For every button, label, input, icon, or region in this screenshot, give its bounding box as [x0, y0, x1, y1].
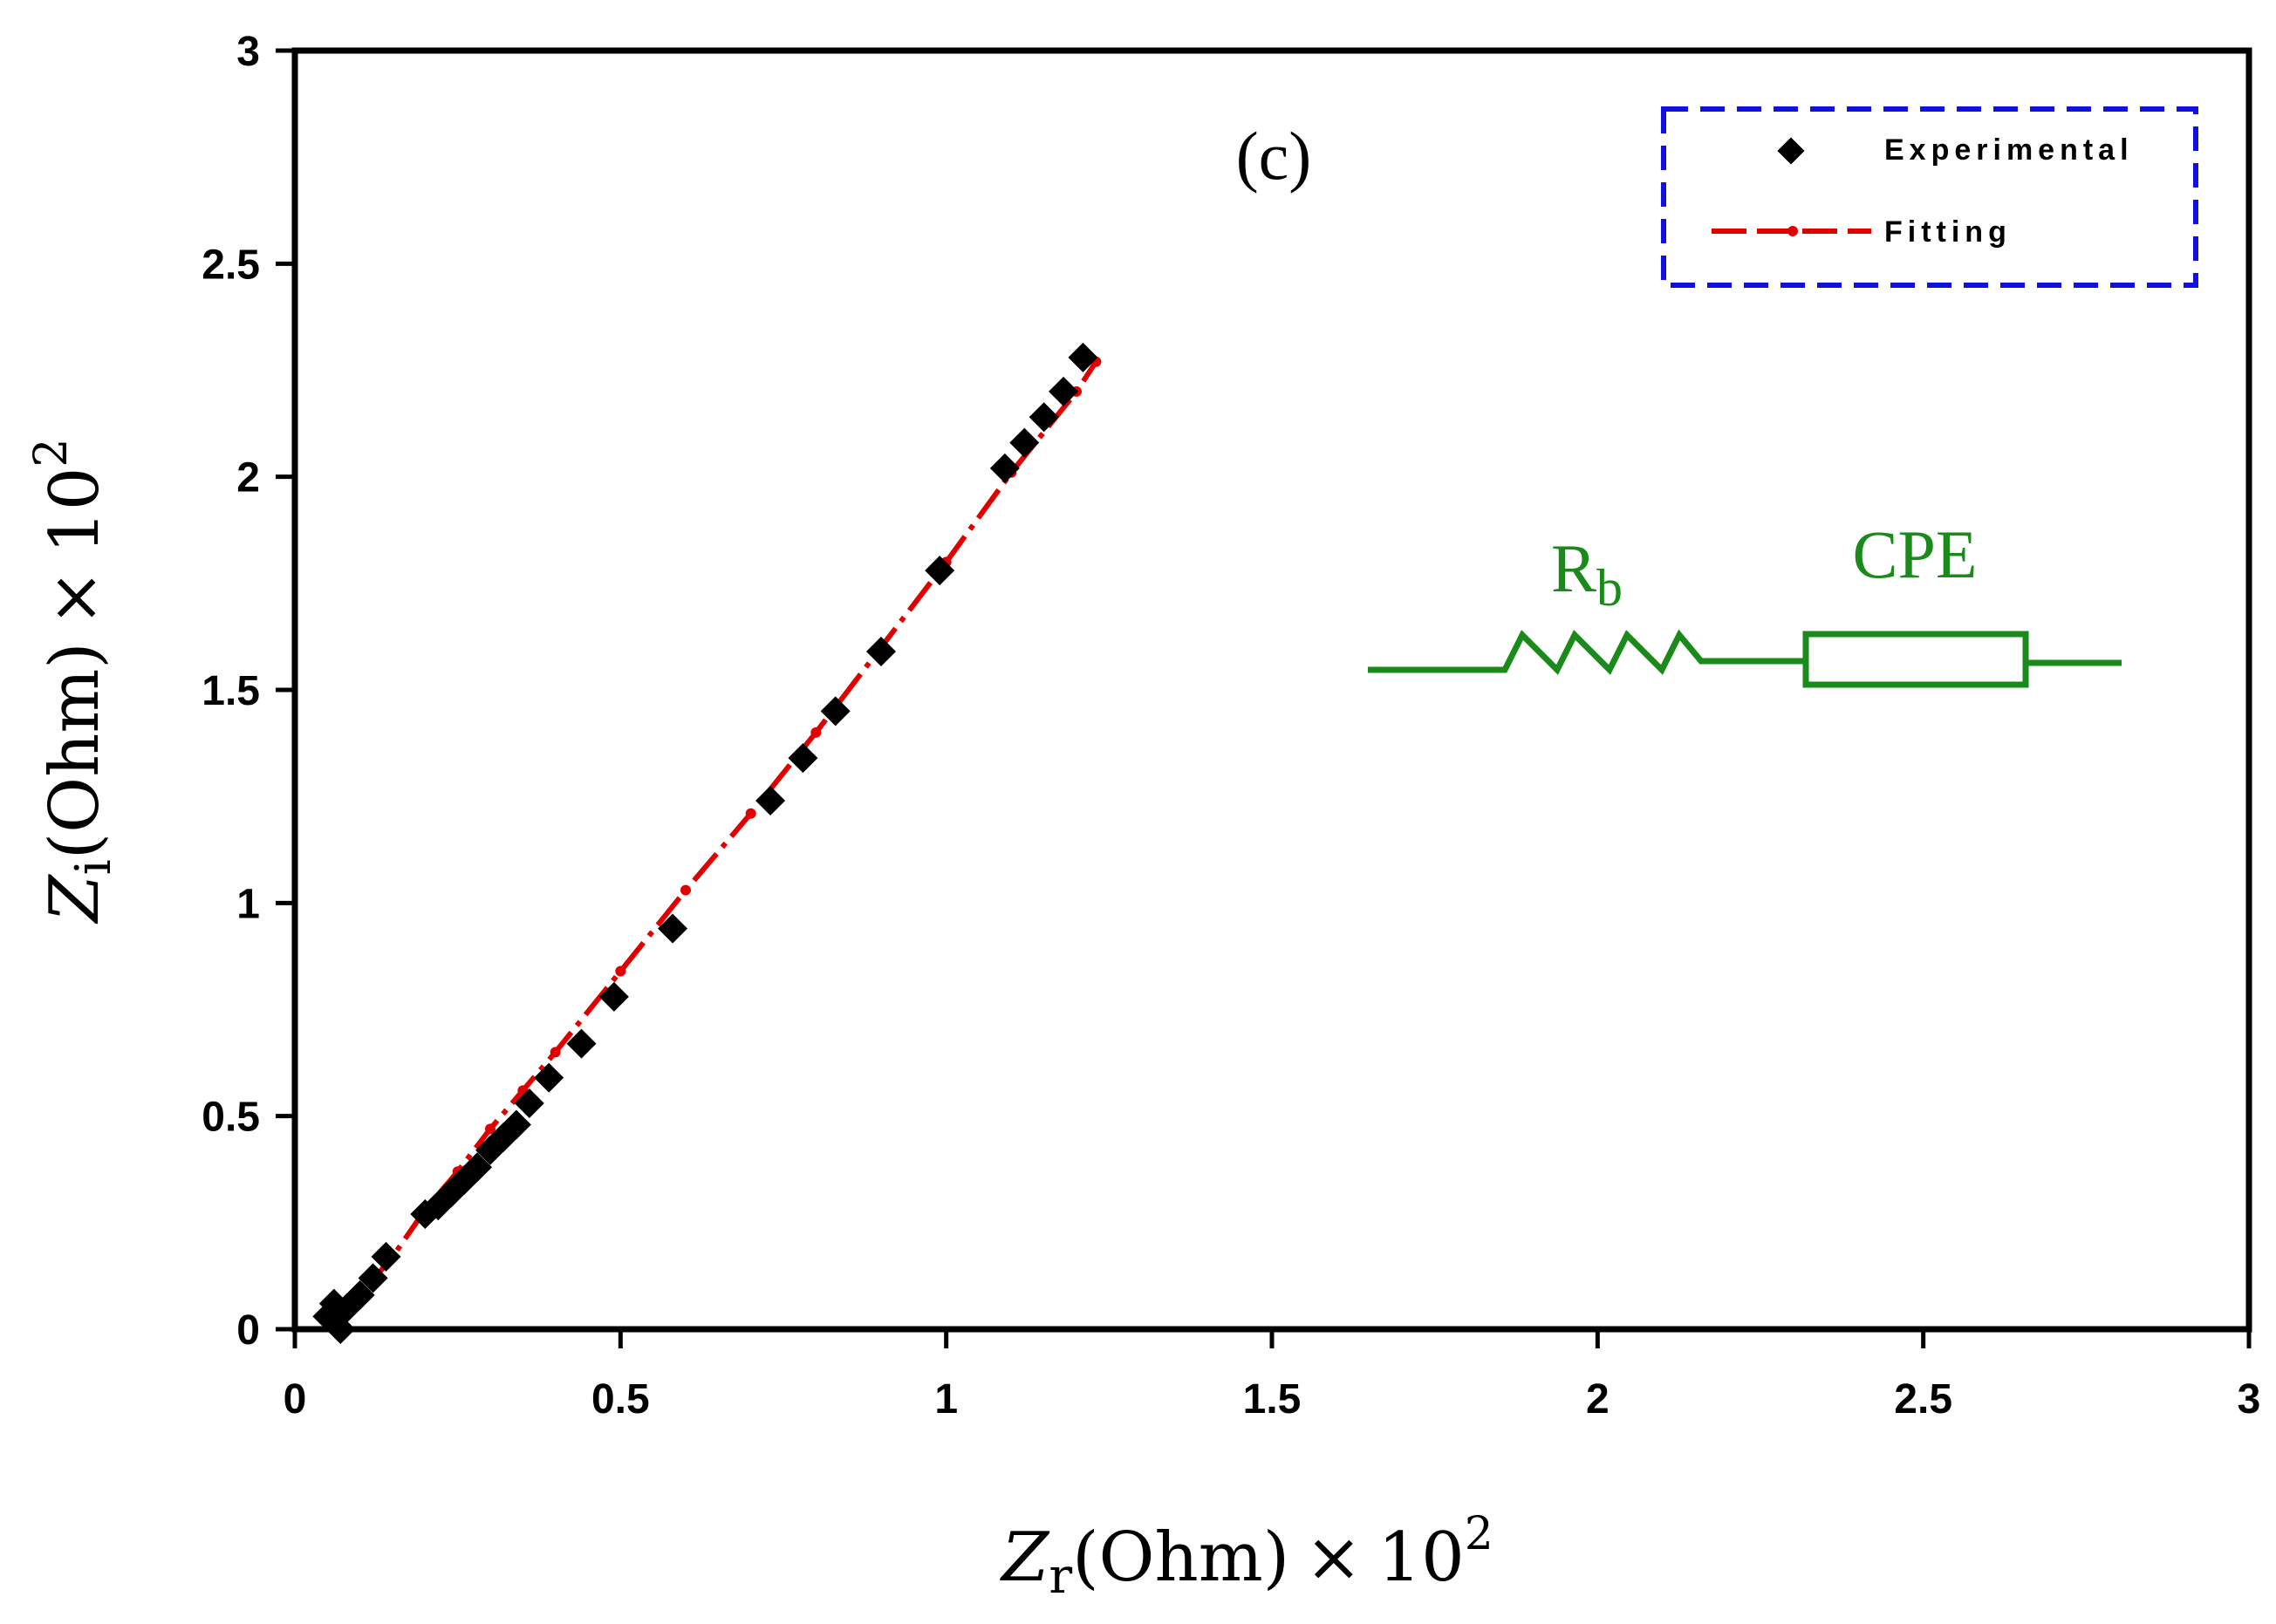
fitting-point: [745, 808, 756, 819]
experimental-point: [534, 1062, 564, 1093]
x-tick-label: 1: [934, 1376, 958, 1423]
y-tick-label: 0: [236, 1307, 260, 1354]
experimental-point: [598, 981, 629, 1012]
x-axis-ticks: 0 0.5 1 1.5 2 2.5 3: [284, 1329, 2261, 1423]
experimental-point: [358, 1263, 388, 1293]
x-tick-label: 0: [284, 1376, 307, 1423]
y-tick-label: 3: [236, 29, 260, 75]
experimental-point: [345, 1279, 375, 1310]
x-tick-label: 2: [1586, 1376, 1610, 1423]
y-tick-label: 2.5: [202, 242, 260, 288]
legend-experimental-marker: [1777, 137, 1805, 165]
experimental-point: [1068, 342, 1098, 372]
fitting-point: [485, 1123, 496, 1135]
x-tick-label: 2.5: [1894, 1376, 1952, 1423]
resistor-symbol: R: [1551, 530, 1596, 606]
experimental-point: [1009, 427, 1040, 458]
circuit-cpe-element: [1802, 631, 2029, 688]
experimental-point: [566, 1028, 597, 1059]
experimental-series-points: [312, 342, 1098, 1344]
legend-border: [1661, 106, 2198, 288]
x-tick-label: 3: [2238, 1376, 2261, 1423]
experimental-point: [925, 556, 955, 586]
fitting-series-line: [331, 360, 1098, 1331]
experimental-point: [1029, 402, 1059, 433]
legend: Experimental Fitting: [1661, 106, 2198, 288]
experimental-point: [820, 696, 851, 727]
experimental-point: [371, 1241, 401, 1272]
y-tick-label: 1.5: [202, 668, 260, 714]
experimental-point: [755, 786, 786, 816]
legend-experimental-label: Experimental: [1884, 133, 2134, 167]
fitting-point: [550, 1047, 561, 1058]
experimental-point: [866, 637, 896, 667]
experimental-point: [514, 1088, 544, 1119]
legend-fitting-label: Fitting: [1884, 215, 2012, 249]
circuit-resistor-wire: [1368, 629, 1806, 675]
fitting-point: [810, 727, 822, 738]
fitting-point: [615, 966, 626, 977]
y-axis-ticks: 0 0.5 1 1.5 2 2.5 3: [202, 29, 295, 1354]
x-axis-label: Zr(Ohm) × 102: [999, 1508, 1493, 1605]
y-tick-label: 0.5: [202, 1095, 260, 1141]
resistor-subscript: b: [1596, 559, 1623, 617]
legend-fitting-marker: [1787, 226, 1798, 236]
y-tick-label: 2: [236, 455, 260, 502]
experimental-point: [989, 453, 1020, 483]
x-tick-label: 1.5: [1243, 1376, 1302, 1423]
y-axis-label: Zi(Ohm)×102: [25, 439, 122, 925]
y-tick-label: 1: [236, 881, 260, 927]
circuit-cpe-label: CPE: [1852, 516, 1977, 592]
experimental-point: [1049, 376, 1079, 406]
experimental-point: [658, 913, 688, 944]
experimental-point: [462, 1152, 493, 1183]
x-tick-label: 0.5: [591, 1376, 650, 1423]
experimental-point: [788, 743, 818, 774]
equivalent-circuit: Rb CPE: [1368, 516, 2122, 688]
circuit-resistor-label: Rb: [1551, 530, 1623, 617]
fitting-point: [680, 884, 691, 896]
panel-label: (c): [1236, 118, 1312, 194]
experimental-point: [501, 1109, 531, 1140]
